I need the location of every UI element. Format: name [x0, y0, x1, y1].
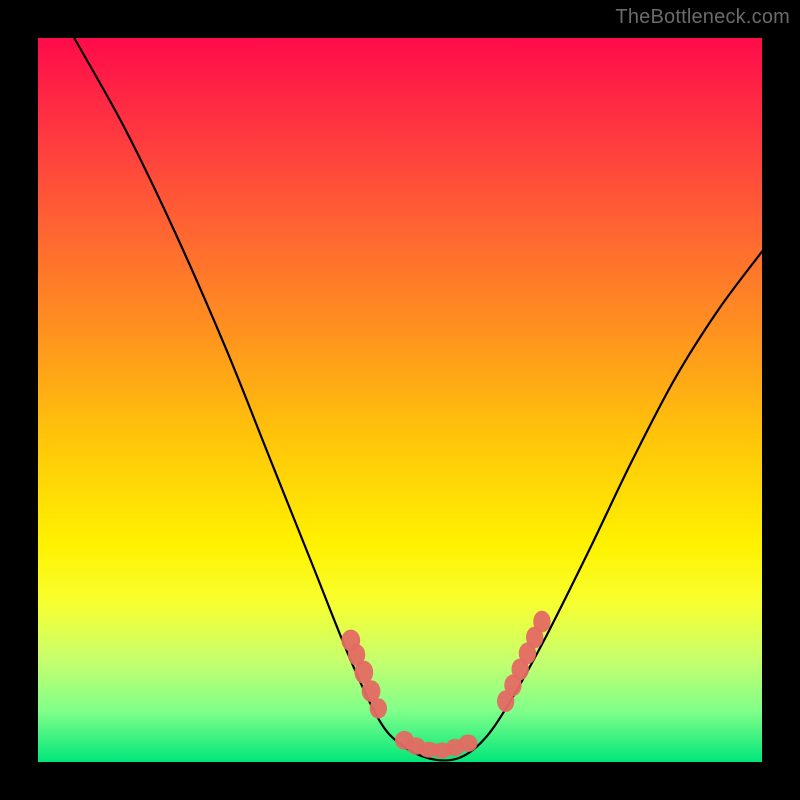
data-point — [370, 698, 387, 718]
gradient-chart-svg — [38, 38, 762, 762]
chart-frame: TheBottleneck.com — [0, 0, 800, 800]
bottleneck-plot — [38, 38, 762, 762]
gradient-background — [38, 38, 762, 762]
watermark-text: TheBottleneck.com — [615, 6, 790, 29]
data-point — [533, 611, 550, 633]
data-point — [459, 734, 478, 751]
